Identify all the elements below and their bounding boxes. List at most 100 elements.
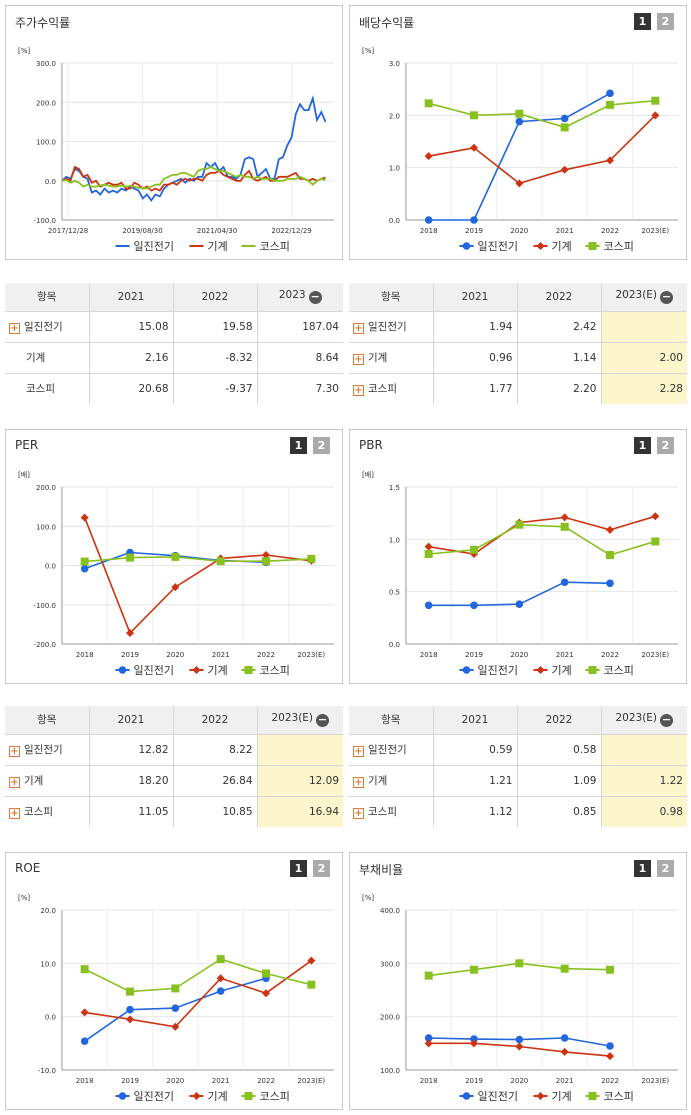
row-name-cell[interactable]: + 코스피: [5, 796, 90, 827]
series-기계: [424, 1039, 614, 1061]
page-buttons: 1 2: [290, 860, 330, 877]
column-header-label: 항목: [381, 714, 401, 727]
column-header-label: 2021: [117, 290, 145, 303]
value-cell: 12.82: [89, 734, 174, 766]
expand-plus-icon[interactable]: +: [353, 323, 364, 334]
data-point: [515, 109, 524, 118]
expand-plus-icon[interactable]: +: [9, 808, 20, 820]
value-cell: 26.84: [173, 765, 258, 797]
legend-label: 코스피: [260, 240, 290, 253]
data-point: [515, 959, 524, 968]
expand-plus-icon[interactable]: +: [353, 354, 364, 365]
value-cell: 10.85: [173, 796, 258, 827]
table-row: + 일진전기 0.59 0.58: [349, 734, 687, 766]
row-name-cell[interactable]: + 일진전기: [349, 734, 434, 766]
column-header: 항목: [349, 283, 434, 312]
page-1-button[interactable]: 1: [634, 437, 651, 454]
table-row: + 일진전기 12.82 8.22: [5, 734, 343, 766]
page-1-button[interactable]: 1: [290, 437, 307, 454]
page-2-button[interactable]: 2: [657, 437, 674, 454]
data-point: [424, 1039, 433, 1048]
unit-label: [배]: [362, 470, 374, 479]
column-header: 2023(E) −: [601, 283, 687, 312]
series-line: [83, 517, 312, 635]
y-tick-label: 100.0: [380, 1067, 400, 1075]
page-1-button[interactable]: 1: [634, 13, 651, 30]
expand-plus-icon[interactable]: +: [9, 323, 20, 334]
minus-circle-icon[interactable]: −: [660, 713, 674, 728]
row-name-cell[interactable]: + 기계: [349, 342, 434, 374]
y-tick-label: 300.0: [36, 60, 56, 68]
data-point: [560, 578, 569, 587]
table-row: + 일진전기 1.94 2.42: [349, 311, 687, 343]
table-header-row: 항목 2021 2022 2023(E) −: [5, 706, 343, 735]
x-tick-label: 2023(E): [641, 651, 669, 659]
stock-return-chart: [%] 300.0 200.0 100.0 0.0 -100.0 2017/12/28 201…: [18, 47, 334, 253]
data-point: [216, 987, 225, 995]
page-1-button[interactable]: 1: [290, 860, 307, 877]
expand-plus-icon[interactable]: +: [353, 385, 364, 397]
column-header-label: 2023(E): [615, 712, 658, 725]
value-cell: 11.05: [89, 796, 174, 827]
minus-circle-icon[interactable]: −: [308, 290, 322, 305]
value-cell: 2.28: [601, 373, 687, 404]
minus-circle-icon[interactable]: −: [660, 290, 674, 305]
page-2-button[interactable]: 2: [657, 860, 674, 877]
row-name-cell[interactable]: + 코스피: [349, 796, 434, 827]
row-name-cell[interactable]: + 기계: [5, 765, 90, 797]
page-1-button[interactable]: 1: [634, 860, 651, 877]
expand-plus-icon[interactable]: +: [353, 777, 364, 788]
x-tick-label: 2019: [465, 1077, 483, 1085]
value-cell: 0.98: [601, 796, 687, 827]
row-name-cell[interactable]: + 일진전기: [5, 311, 90, 343]
column-header-label: 2023(E): [271, 712, 314, 725]
data-point: [515, 600, 524, 609]
legend-item: 기계: [189, 664, 228, 677]
per-table: 항목 2021 2022 2023(E) − + 일진전기 12.82 8.22 + 기계 18.20…: [5, 706, 343, 827]
y-tick-label: -100.0: [33, 602, 56, 610]
expand-plus-icon[interactable]: +: [9, 746, 20, 757]
row-name-cell[interactable]: + 기계: [349, 765, 434, 797]
data-point: [470, 216, 478, 224]
row-name-cell[interactable]: + 일진전기: [349, 311, 434, 343]
data-point: [424, 549, 433, 558]
legend-label: 일진전기: [134, 239, 174, 253]
legend-label: 코스피: [260, 664, 290, 677]
row-name-cell[interactable]: + 일진전기: [5, 734, 90, 766]
legend-item: 코스피: [241, 240, 290, 253]
value-cell: 8.22: [173, 734, 258, 766]
expand-plus-icon[interactable]: +: [353, 746, 364, 757]
row-name-cell[interactable]: + 코스피: [349, 373, 434, 404]
series-일진전기: [424, 578, 614, 610]
expand-plus-icon[interactable]: +: [353, 808, 364, 820]
minus-circle-icon[interactable]: −: [316, 713, 330, 728]
stock-return-panel: 주가수익률 [%] 300.0 200.0 100.0 0.0 -100.0 2017/12…: [5, 5, 343, 260]
column-header: 항목: [5, 283, 90, 312]
row-name: 코스피: [368, 383, 397, 396]
y-tick-label: 400.0: [380, 907, 400, 915]
table-row: + 기계 18.20 26.84 12.09: [5, 765, 343, 797]
table-header-row: 항목 2021 2022 2023(E) −: [349, 706, 687, 735]
series-코스피: [424, 959, 614, 980]
panel-title: 부채비율: [359, 863, 404, 877]
expand-plus-icon[interactable]: +: [9, 777, 20, 788]
column-header-label: 항목: [381, 291, 401, 304]
data-point: [171, 552, 180, 561]
x-tick-label: 2023(E): [641, 1077, 669, 1085]
page-2-button[interactable]: 2: [313, 860, 330, 877]
y-tick-label: 1.0: [389, 536, 400, 544]
x-tick-label: 2020: [166, 651, 184, 659]
series-line: [84, 958, 312, 993]
x-tick-label: 2017/12/28: [48, 227, 88, 235]
page-2-button[interactable]: 2: [657, 13, 674, 30]
table-row: 기계 2.16 -8.32 8.64: [5, 342, 343, 374]
legend-item: 기계: [189, 1090, 228, 1103]
row-name: 일진전기: [24, 744, 63, 756]
row-name-cell: 코스피: [5, 373, 90, 404]
page-2-button[interactable]: 2: [313, 437, 330, 454]
x-tick-label: 2023(E): [297, 1077, 325, 1085]
column-header-label: 2023: [278, 289, 306, 302]
x-tick-label: 2019: [465, 651, 483, 659]
data-point: [606, 525, 614, 534]
column-header: 2022: [173, 283, 258, 312]
